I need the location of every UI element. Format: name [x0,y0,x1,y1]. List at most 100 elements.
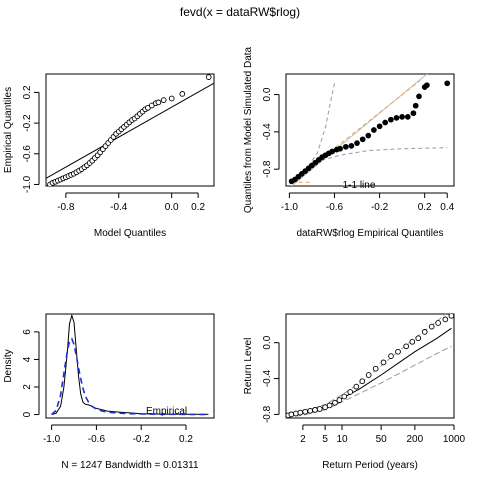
return-point [332,399,338,406]
return-point [380,359,387,366]
figure-title: fevd(x = dataRW$rlog) [180,5,300,19]
sim-y-tick-label: 0.0 [262,87,273,101]
density-y-tick-label: 6 [22,329,33,335]
return-point [307,407,314,414]
sim-y-tick-label: -0.4 [262,123,273,141]
sim-point [399,114,405,120]
panel-qq-plot: -0.8 -0.4 0.0 0.2 -1.0 -0.6 -0.2 0.2 Model Quant… [3,73,215,239]
qq-y-tick-label: -0.2 [22,114,33,132]
qq-x-tick-label: 0.0 [165,202,179,213]
sim-x-tick-label: 0.4 [440,202,454,213]
sim-point [424,82,430,89]
density-empirical-line [51,314,209,416]
density-x-tick-label: -0.6 [88,434,106,445]
density-plot-frame [45,313,215,419]
sim-plot-frame [285,73,455,187]
qq-x-tick-label: 0.2 [191,202,205,213]
return-point [415,335,422,342]
density-y-axis-label: Density [3,349,14,382]
return-point [341,393,348,400]
sim-point [371,127,377,133]
return-point [312,407,318,413]
sim-point [337,145,343,152]
sim-point [354,140,360,146]
density-y-tick-label: 0 [22,411,33,417]
return-x-tick-label: 5 [322,434,328,445]
return-x-tick-label: 10 [336,434,348,445]
return-x-axis-label: Return Period (years) [322,460,418,471]
return-point [316,406,323,412]
sim-one-to-one-annotation: 1-1 line [343,180,376,191]
panel-density-plot: -1.0 -0.6 -0.2 0.2 0 2 4 6 N = 1247 Bandwidth = … [3,313,215,471]
return-point [409,338,416,345]
clip-qq-plot-area [46,74,214,186]
return-y-axis-label: Return Level [243,338,254,395]
qq-point [160,97,167,103]
return-point [326,402,333,409]
sim-y-tick-label: -0.8 [262,160,273,178]
density-x-tick-label: -0.2 [133,434,151,445]
sim-one-to-one-line [290,74,428,186]
qq-point [179,91,186,97]
sim-point [376,123,383,130]
sim-y-axis-label: Quantiles from Model Simulated Data [243,46,254,213]
clip-return-plot-area [286,314,454,418]
sim-point [410,110,417,117]
return-point [448,314,454,319]
clip-sim-plot-area [288,74,451,186]
return-y-tick-label: -0.4 [262,369,273,387]
return-y-tick-label: -0.8 [262,405,273,423]
qq-plot-frame [45,73,215,187]
return-plot-frame [285,313,455,419]
qq-y-tick-label: 0.2 [22,85,33,99]
return-point [395,348,401,355]
density-legend-label: Empirical [146,406,187,417]
return-point [442,316,449,323]
panel-simulated-qq-plot: -1.0 -0.6 -0.2 0.2 0.4 -0.8 -0.4 0.0 dataRW$rlog… [243,46,455,239]
return-point [359,378,366,385]
return-x-tick-label: 2 [300,434,306,445]
return-point [353,383,360,390]
sim-x-axis-label: dataRW$rlog Empirical Quantiles [296,228,443,239]
sim-regression-line-upper [291,80,421,183]
qq-y-tick-label: -1.0 [22,175,33,193]
qq-point [168,95,175,102]
return-point [302,408,309,415]
qq-x-tick-label: -0.4 [110,202,128,213]
return-x-tick-label: 50 [376,434,388,445]
return-point [347,389,354,395]
return-ci-upper [286,314,447,416]
qq-y-tick-label: -0.6 [22,145,33,163]
return-y-tick-label: 0.0 [262,335,273,349]
sim-point [365,132,372,139]
sim-point [382,119,389,126]
qq-y-axis-label: Empirical Quantiles [3,87,14,173]
density-model-line [51,337,209,416]
sim-x-tick-label: -0.2 [371,202,389,213]
density-x-tick-label: 0.2 [179,434,193,445]
qq-point [155,99,162,106]
return-x-tick-label: 200 [407,434,424,445]
clip-density-plot-area [51,314,209,416]
sim-point [342,143,349,150]
qq-point [205,74,212,80]
return-point [372,365,379,372]
return-point [297,409,304,416]
panel-return-level-plot: 2 5 10 50 200 1000 -0.8 -0.4 0.0 Return Period (y… [243,313,466,471]
return-ci-lower [286,345,452,418]
density-y-tick-label: 4 [22,356,33,362]
sim-point [359,136,366,143]
sim-point [404,114,411,120]
sim-x-tick-label: -1.0 [281,202,299,213]
sim-point [388,116,394,123]
sim-x-tick-label: 0.2 [418,202,432,213]
sim-point [393,115,400,121]
return-point [421,329,428,335]
sim-point [348,143,355,149]
return-point [288,411,295,418]
return-point [435,320,441,326]
return-point [365,372,372,378]
return-point [403,343,410,350]
density-x-tick-label: -1.0 [43,434,61,445]
